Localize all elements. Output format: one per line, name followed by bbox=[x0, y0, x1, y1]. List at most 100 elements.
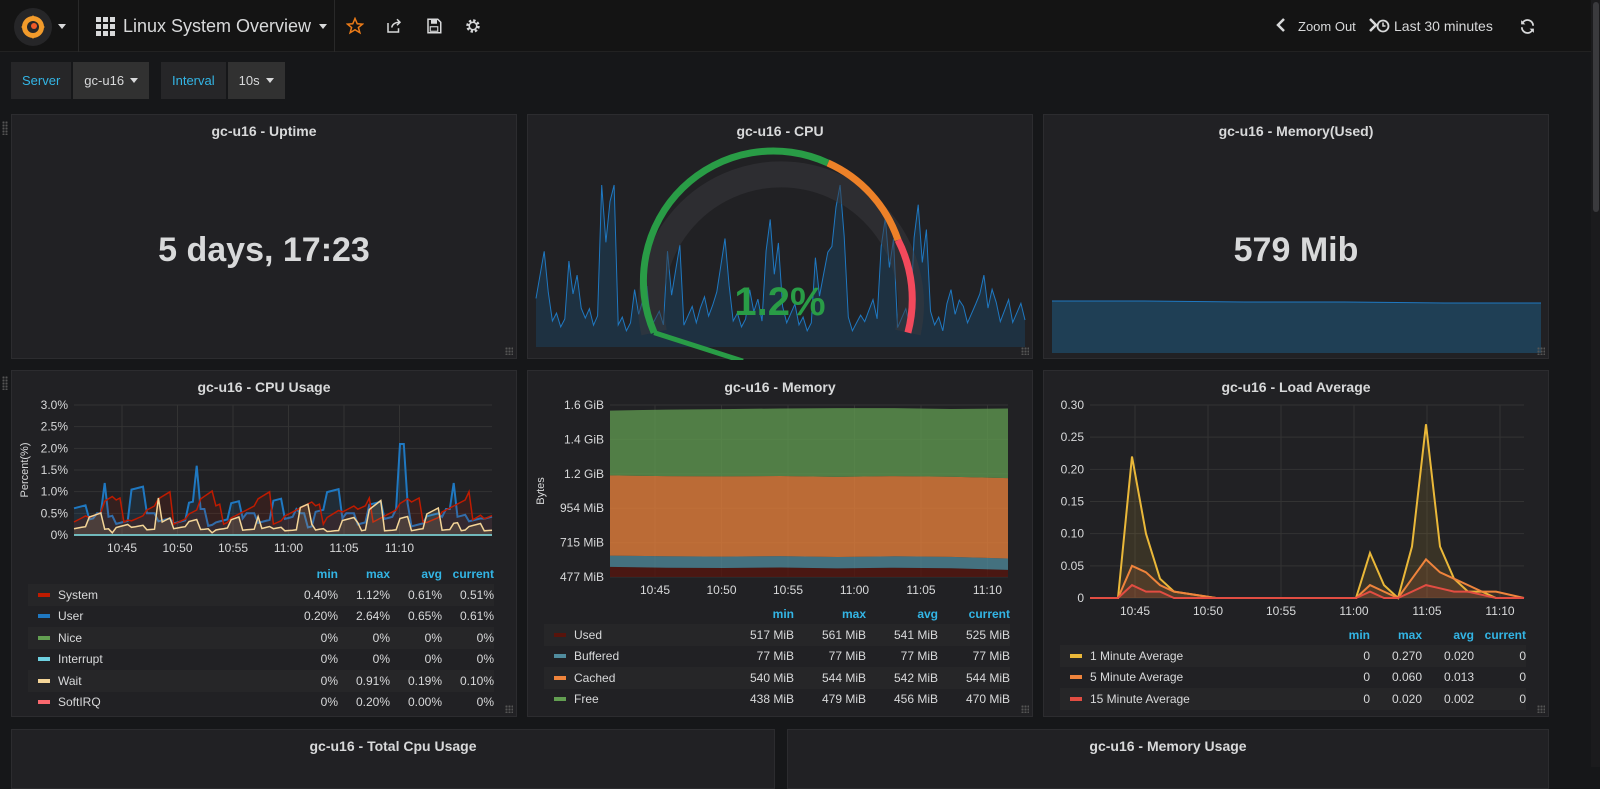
legend-row[interactable]: Interrupt 0% 0% 0% 0% bbox=[28, 649, 494, 671]
legend-row[interactable]: User 0.20% 2.64% 0.65% 0.61% bbox=[28, 606, 494, 628]
legend-row[interactable]: Cached 540 MiB 544 MiB 542 MiB 544 MiB bbox=[544, 667, 1010, 689]
panel-title[interactable]: gc-u16 - Total Cpu Usage bbox=[309, 738, 477, 754]
legend-swatch[interactable] bbox=[38, 678, 50, 683]
y-tick-label: 1.2 GiB bbox=[564, 467, 604, 481]
legend-swatch[interactable] bbox=[38, 592, 50, 597]
legend-min-value: 0 bbox=[1363, 691, 1370, 706]
legend-row[interactable]: Buffered 77 MiB 77 MiB 77 MiB 77 MiB bbox=[544, 646, 1010, 668]
server-select-value: gc-u16 bbox=[84, 73, 125, 88]
legend-header-min[interactable]: min bbox=[1348, 628, 1370, 642]
legend-swatch[interactable] bbox=[554, 654, 566, 659]
legend-row[interactable]: 15 Minute Average 0 0.020 0.002 0 bbox=[1060, 688, 1526, 710]
save-button[interactable] bbox=[422, 14, 446, 38]
legend-max-value: 479 MiB bbox=[821, 692, 866, 707]
y-tick-label: 715 MiB bbox=[560, 536, 604, 550]
legend-series-name[interactable]: User bbox=[28, 609, 286, 623]
legend-header-avg[interactable]: avg bbox=[421, 567, 442, 581]
chevron-right-icon[interactable] bbox=[1368, 17, 1378, 35]
settings-button[interactable] bbox=[461, 14, 485, 38]
uptime-panel: gc-u16 - Uptime 5 days, 17:23 bbox=[11, 114, 517, 359]
panel-resize-handle[interactable] bbox=[1537, 705, 1545, 713]
legend-swatch[interactable] bbox=[38, 635, 50, 640]
legend-series-name[interactable]: Interrupt bbox=[28, 652, 286, 666]
legend-series-name[interactable]: 5 Minute Average bbox=[1060, 670, 1318, 684]
legend-swatch[interactable] bbox=[1070, 653, 1082, 658]
legend-series-name[interactable]: Nice bbox=[28, 631, 286, 645]
legend-series-name[interactable]: Free bbox=[544, 692, 722, 706]
panel-title[interactable]: gc-u16 - CPU Usage bbox=[197, 379, 331, 395]
legend-row[interactable]: System 0.40% 1.12% 0.61% 0.51% bbox=[28, 584, 494, 606]
legend-header-max[interactable]: max bbox=[365, 567, 390, 581]
server-select[interactable]: gc-u16 bbox=[73, 62, 150, 99]
legend-header-current[interactable]: current bbox=[968, 607, 1010, 621]
legend-swatch[interactable] bbox=[38, 614, 50, 619]
legend-header-min[interactable]: min bbox=[316, 567, 338, 581]
grafana-logo-icon[interactable] bbox=[14, 8, 52, 46]
page-scrollbar[interactable] bbox=[1591, 0, 1600, 767]
gear-icon bbox=[466, 19, 480, 33]
panel-title[interactable]: gc-u16 - Memory bbox=[724, 379, 836, 395]
scrollbar-thumb[interactable] bbox=[1593, 2, 1599, 212]
legend-header-avg[interactable]: avg bbox=[1453, 628, 1474, 642]
chevron-left-icon[interactable] bbox=[1276, 17, 1286, 35]
legend-row[interactable]: Free 438 MiB 479 MiB 456 MiB 470 MiB bbox=[544, 689, 1010, 711]
panel-resize-handle[interactable] bbox=[1537, 347, 1545, 355]
panel-resize-handle[interactable] bbox=[505, 347, 513, 355]
legend-header-min[interactable]: min bbox=[772, 607, 794, 621]
dashboard-picker[interactable]: Linux System Overview bbox=[96, 0, 328, 52]
legend-row[interactable]: 1 Minute Average 0 0.270 0.020 0 bbox=[1060, 645, 1526, 667]
panel-title[interactable]: gc-u16 - Memory Usage bbox=[1089, 738, 1247, 754]
panel-title[interactable]: gc-u16 - Load Average bbox=[1221, 379, 1371, 395]
legend-row[interactable]: 5 Minute Average 0 0.060 0.013 0 bbox=[1060, 667, 1526, 689]
panel-resize-handle[interactable] bbox=[1021, 347, 1029, 355]
legend-min-value: 0 bbox=[1363, 648, 1370, 663]
series-line-system bbox=[73, 489, 493, 527]
star-button[interactable] bbox=[343, 14, 367, 38]
row-drag-handle[interactable] bbox=[2, 376, 8, 390]
panel-title[interactable]: gc-u16 - Memory(Used) bbox=[1218, 123, 1374, 139]
legend-row[interactable]: SoftIRQ 0% 0.20% 0.00% 0% bbox=[28, 692, 494, 714]
panel-resize-handle[interactable] bbox=[505, 705, 513, 713]
gauge-red-threshold bbox=[894, 238, 916, 334]
legend-series-name[interactable]: 15 Minute Average bbox=[1060, 692, 1318, 706]
legend-min-value: 438 MiB bbox=[749, 692, 794, 707]
time-range-picker[interactable]: Last 30 minutes bbox=[1376, 0, 1493, 52]
legend-series-name[interactable]: SoftIRQ bbox=[28, 695, 286, 709]
legend-swatch[interactable] bbox=[554, 632, 566, 637]
legend-header-avg[interactable]: avg bbox=[917, 607, 938, 621]
zoom-out-button[interactable]: Zoom Out bbox=[1298, 18, 1356, 34]
share-button[interactable] bbox=[382, 14, 406, 38]
legend-swatch[interactable] bbox=[1070, 675, 1082, 680]
legend-header-current[interactable]: current bbox=[452, 567, 494, 581]
refresh-button[interactable] bbox=[1515, 14, 1539, 38]
legend-header-max[interactable]: max bbox=[841, 607, 866, 621]
legend-swatch[interactable] bbox=[554, 675, 566, 680]
legend-series-name[interactable]: Wait bbox=[28, 674, 286, 688]
legend-series-name[interactable]: Buffered bbox=[544, 649, 722, 663]
legend-row[interactable]: Wait 0% 0.91% 0.19% 0.10% bbox=[28, 670, 494, 692]
legend-swatch[interactable] bbox=[1070, 696, 1082, 701]
panel-title[interactable]: gc-u16 - Uptime bbox=[211, 123, 317, 139]
cpu-usage-graph: 3.0% 2.5% 2.0% 1.5% 1.0% 0.5% 0% 10:45 10:50 10:5… bbox=[19, 398, 493, 555]
legend-header-max[interactable]: max bbox=[1397, 628, 1422, 642]
row-drag-handle[interactable] bbox=[2, 121, 8, 135]
legend-swatch[interactable] bbox=[38, 700, 50, 705]
logo-menu-caret-icon[interactable] bbox=[58, 24, 66, 29]
legend-series-name[interactable]: Used bbox=[544, 628, 722, 642]
legend-row[interactable]: Used 517 MiB 561 MiB 541 MiB 525 MiB bbox=[544, 624, 1010, 646]
legend-swatch[interactable] bbox=[554, 697, 566, 702]
legend-row[interactable]: Nice 0% 0% 0% 0% bbox=[28, 627, 494, 649]
clock-icon bbox=[1376, 19, 1390, 33]
panel-title[interactable]: gc-u16 - CPU bbox=[736, 123, 824, 139]
legend-swatch[interactable] bbox=[38, 657, 50, 662]
memory-used-value: 579 Mib bbox=[1233, 231, 1359, 269]
legend-label: User bbox=[58, 609, 84, 624]
legend-max-value: 0.020 bbox=[1391, 691, 1422, 706]
legend-series-name[interactable]: 1 Minute Average bbox=[1060, 649, 1318, 663]
legend-series-name[interactable]: System bbox=[28, 588, 286, 602]
legend-header-current[interactable]: current bbox=[1484, 628, 1526, 642]
memory-panel: gc-u16 - Memory 1.6 GiB 1.4 GiB 1.2 GiB 954… bbox=[527, 370, 1033, 717]
panel-resize-handle[interactable] bbox=[1021, 705, 1029, 713]
interval-select[interactable]: 10s bbox=[227, 62, 285, 99]
legend-series-name[interactable]: Cached bbox=[544, 671, 722, 685]
